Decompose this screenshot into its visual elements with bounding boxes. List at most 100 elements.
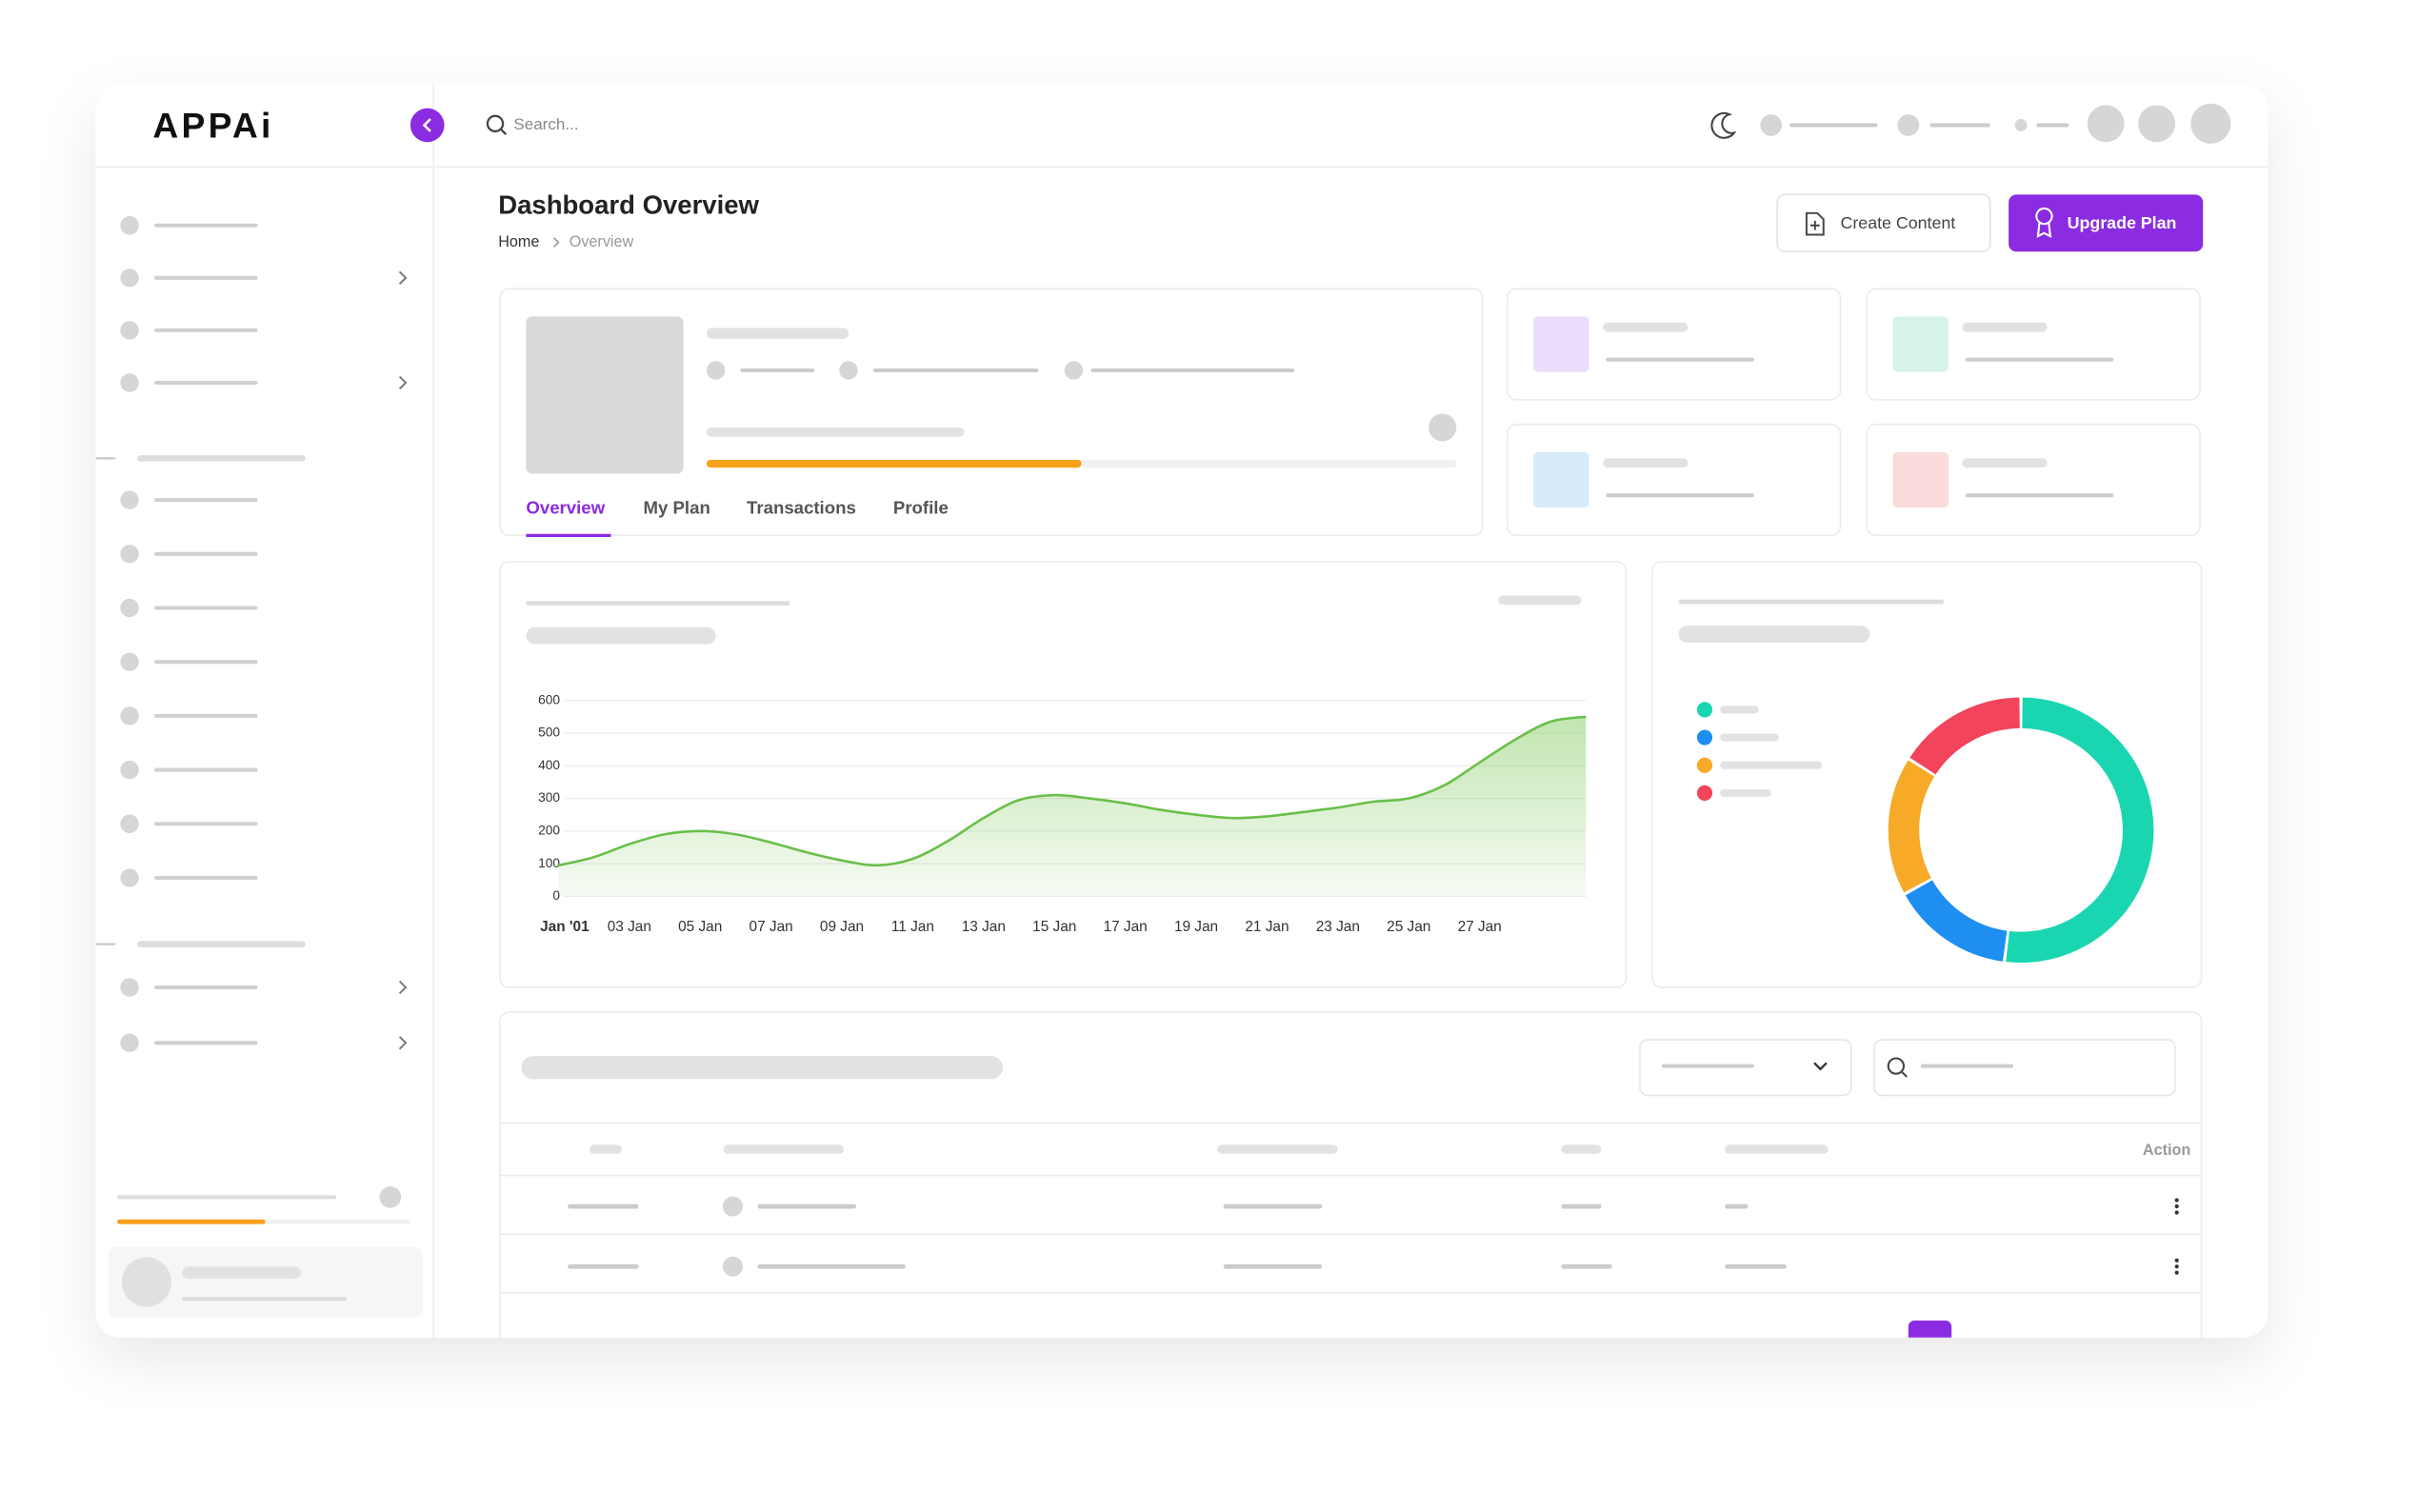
placeholder (1965, 357, 2114, 362)
breadcrumb-separator (552, 237, 560, 249)
placeholder-icon (120, 706, 139, 726)
x-tick-label: 13 Jan (962, 919, 1006, 935)
y-tick-label: 500 (538, 726, 560, 740)
placeholder (117, 1219, 266, 1224)
placeholder (589, 1144, 622, 1154)
upgrade-plan-button[interactable] (2009, 194, 2204, 252)
placeholder (153, 275, 258, 280)
y-tick-label: 100 (538, 856, 560, 870)
chevron (398, 375, 408, 390)
search-icon (1901, 1071, 1908, 1078)
select-chevron (1813, 1062, 1828, 1071)
placeholder (706, 427, 965, 437)
placeholder-icon (120, 868, 139, 887)
placeholder (153, 380, 258, 386)
pagination-active[interactable] (1908, 1320, 1952, 1351)
placeholder-icon (120, 373, 139, 392)
row-menu (2174, 1198, 2179, 1203)
table-search[interactable] (1873, 1039, 2176, 1097)
placeholder (757, 1263, 906, 1269)
placeholder (872, 368, 1039, 373)
legend-swatch (1696, 757, 1713, 773)
table-card (499, 1011, 2203, 1338)
stat-icon (1892, 451, 1949, 508)
placeholder (153, 822, 258, 826)
x-tick-label: 11 Jan (891, 919, 934, 935)
placeholder-icon (120, 490, 139, 509)
area-fill (558, 716, 1587, 897)
x-tick-label: 23 Jan (1316, 919, 1360, 935)
theme-toggle[interactable] (1710, 111, 1737, 139)
search-input[interactable]: Search... (513, 115, 578, 133)
placeholder (1217, 1144, 1338, 1154)
create-content-button[interactable] (1776, 193, 1991, 253)
placeholder-icon (722, 1196, 743, 1217)
placeholder-icon (120, 814, 139, 833)
placeholder (1606, 357, 1754, 362)
stat-icon (1533, 451, 1589, 508)
x-tick-label: 07 Jan (750, 919, 793, 935)
row-menu (2174, 1204, 2179, 1209)
stat-card (1506, 423, 1842, 537)
logo[interactable]: APPAi (152, 106, 273, 146)
placeholder (1223, 1263, 1323, 1269)
placeholder-icon (1429, 413, 1457, 442)
tab[interactable]: Profile (893, 498, 949, 518)
stat-card (1506, 288, 1842, 401)
placeholder (1720, 761, 1823, 769)
placeholder (153, 551, 258, 556)
breadcrumb-link[interactable]: Home (498, 233, 539, 250)
placeholder (1661, 1064, 1754, 1068)
placeholder-icon (120, 545, 139, 564)
placeholder-icon (379, 1185, 402, 1208)
button-label: Upgrade Plan (2068, 213, 2177, 232)
button-label: Create Content (1841, 213, 1956, 232)
collapse-icon (422, 118, 431, 132)
placeholder (1725, 1144, 1829, 1154)
placeholder (153, 328, 258, 332)
x-tick-label: 21 Jan (1245, 919, 1289, 935)
y-tick-label: 300 (538, 790, 560, 805)
donut-segment (1888, 760, 1935, 893)
tab[interactable]: My Plan (643, 498, 710, 518)
placeholder (153, 498, 258, 503)
placeholder (1497, 595, 1582, 606)
placeholder (1920, 1064, 2013, 1068)
placeholder-icon (722, 1256, 743, 1277)
placeholder (1678, 599, 1945, 605)
progress-fill (706, 459, 1082, 468)
legend-swatch (1696, 702, 1713, 718)
placeholder (568, 1263, 639, 1269)
placeholder (153, 1041, 258, 1045)
donut-segment (1909, 697, 2021, 775)
placeholder-icon (2190, 103, 2231, 144)
x-tick-label: 25 Jan (1387, 919, 1430, 935)
placeholder (153, 767, 258, 772)
placeholder (1561, 1144, 1602, 1154)
placeholder-icon (120, 652, 139, 671)
x-tick-label: 09 Jan (820, 919, 864, 935)
placeholder (2036, 123, 2069, 128)
collapse-button[interactable] (410, 108, 445, 143)
y-tick-label: 400 (538, 758, 560, 772)
placeholder (1789, 123, 1878, 128)
placeholder-icon (2138, 105, 2176, 143)
profile-card (499, 288, 1484, 537)
placeholder (153, 660, 258, 665)
button-icon (2035, 207, 2053, 238)
x-tick-label: 17 Jan (1104, 919, 1148, 935)
placeholder (153, 606, 258, 610)
placeholder-icon (120, 978, 139, 997)
placeholder (1561, 1263, 1612, 1269)
placeholder (1223, 1204, 1323, 1209)
profile-image (526, 316, 684, 474)
app: APPAi Search... Dashboard Overview Home … (95, 85, 2269, 1351)
placeholder (757, 1204, 857, 1209)
x-tick-label: 05 Jan (678, 919, 722, 935)
placeholder (182, 1266, 301, 1280)
y-tick-label: 200 (538, 823, 560, 837)
tab[interactable]: Transactions (747, 498, 856, 518)
tab-active[interactable]: Overview (526, 498, 605, 518)
